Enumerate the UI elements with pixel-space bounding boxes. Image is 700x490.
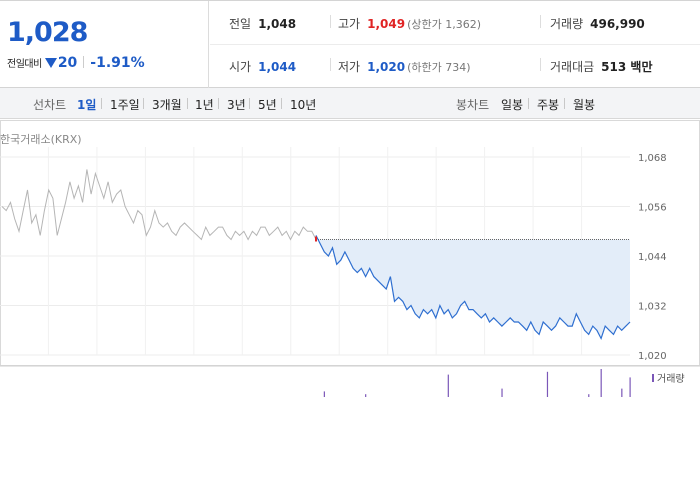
source-label: 한국거래소(KRX) [0,133,82,146]
divider [330,15,331,28]
stats-row-1: 전일 1,048 고가 1,049 (상한가 1,362) 거래량 496,990 [210,1,700,45]
volume-legend-label: 거래량 [657,373,685,385]
volume-label: 거래량 [550,17,584,31]
volume-bar [629,377,631,397]
high-label: 고가 [338,17,361,31]
divider [143,98,144,109]
open-cell: 시가 1,044 [229,58,296,75]
change-label: 전일대비 [7,59,42,70]
divider [249,98,250,109]
divider [281,98,282,109]
period-tabs: 선차트 1일 1주일 3개월 1년 3년 5년 10년 봉차트 일봉 주봉 월봉 [0,88,700,119]
tab-5y[interactable]: 5년 [258,98,277,112]
tab-daily[interactable]: 일봉 [501,98,524,112]
tab-10y[interactable]: 10년 [290,98,317,112]
divider [83,56,85,68]
change-percent: -1.91% [90,55,145,71]
y-tick-label: 1,056 [638,203,667,214]
volume-legend-swatch [652,374,654,382]
y-tick-label: 1,020 [638,351,667,362]
volume-cell: 거래량 496,990 [550,15,645,32]
divider [540,58,541,71]
high-value: 1,049 [367,17,406,31]
change-row: 전일대비 20 -1.91% [7,55,145,71]
change-amount: 20 [57,55,78,71]
divider [528,98,529,109]
divider [101,98,102,109]
open-label: 시가 [229,60,252,74]
low-value: 1,020 [367,60,406,74]
trade-value: 513 백만 [601,60,653,74]
candle-chart-label: 봉차트 [456,98,490,112]
series-previous-day [1,169,317,241]
tab-1d[interactable]: 1일 [77,98,97,112]
volume-bar [546,371,549,397]
prev-close-value: 1,048 [258,17,297,31]
volume-bar [365,394,367,397]
divider [540,15,541,28]
stats-row-2: 시가 1,044 저가 1,020 (하한가 734) 거래대금 513 백만 [210,44,700,87]
tab-1y[interactable]: 1년 [195,98,214,112]
divider [330,58,331,71]
tab-3y[interactable]: 3년 [227,98,246,112]
divider [218,98,219,109]
volume-bar [621,388,623,397]
volume-value: 496,990 [590,17,645,31]
lower-limit: (하한가 734) [407,61,471,74]
tab-weekly[interactable]: 주봉 [537,98,560,112]
current-price: 1,028 [7,17,88,48]
tab-monthly[interactable]: 월봉 [573,98,596,112]
volume-bar [600,369,602,397]
high-cell: 고가 1,049 (상한가 1,362) [338,15,481,32]
low-label: 저가 [338,60,361,74]
volume-bar [501,388,503,397]
low-cell: 저가 1,020 (하한가 734) [338,58,471,75]
price-chart: 1,068 1,056 1,044 1,032 1,020 거래량 [0,120,700,397]
y-tick-label: 1,044 [638,252,667,263]
y-tick-label: 1,068 [638,153,667,164]
volume-bar [323,391,325,397]
open-value: 1,044 [258,60,297,74]
series-today-area [316,235,630,339]
divider [187,98,188,109]
open-marker [315,236,317,242]
prev-close-label: 전일 [229,17,252,31]
tab-3m[interactable]: 3개월 [152,98,182,112]
quote-header: 1,028 전일대비 20 -1.91% 전일 1,048 고가 1,049 (상한가 1… [0,0,700,88]
tab-1w[interactable]: 1주일 [110,98,140,112]
line-chart-label: 선차트 [33,98,67,112]
price-box: 1,028 전일대비 20 -1.91% [0,1,209,88]
series-today [315,235,631,341]
down-arrow-icon [44,58,57,68]
prev-close-cell: 전일 1,048 [229,15,296,32]
volume-bar [588,394,590,397]
upper-limit: (상한가 1,362) [407,18,481,31]
divider [564,98,565,109]
trade-value-cell: 거래대금 513 백만 [550,58,652,75]
quote-stats: 전일 1,048 고가 1,049 (상한가 1,362) 거래량 496,990 시가… [210,1,700,88]
y-tick-label: 1,032 [638,302,667,313]
volume-bar [447,374,449,397]
trade-value-label: 거래대금 [550,60,595,74]
